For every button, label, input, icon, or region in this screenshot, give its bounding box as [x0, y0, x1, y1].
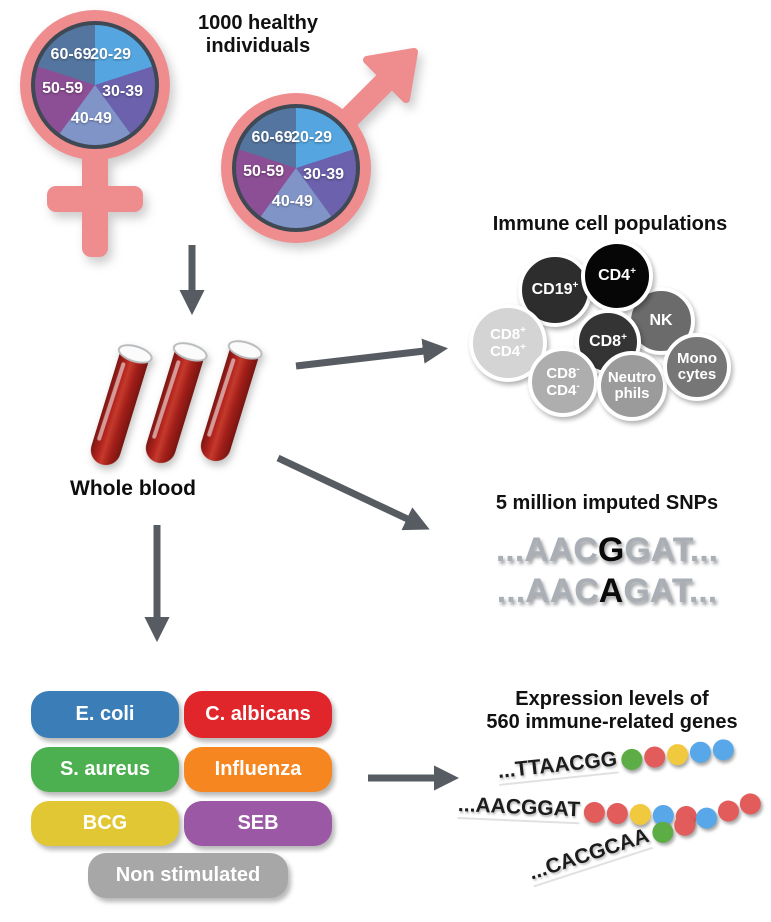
- female-age-pie: 20-29 30-39 40-49 50-59 60-69: [31, 21, 159, 149]
- stimulus-label: E. coli: [75, 703, 135, 725]
- stimulus-label: Influenza: [214, 758, 302, 780]
- pie-label-60-69: 60-69: [251, 129, 293, 146]
- cohort-title-line1: 1000 healthy: [197, 12, 319, 34]
- expression-dot: [693, 804, 720, 831]
- stimulus-label: SEB: [237, 812, 279, 834]
- cell-neutrophils: Neutro phils: [597, 351, 667, 421]
- female-cross-bar: [47, 186, 143, 212]
- pie-label-20-29: 20-29: [291, 129, 333, 146]
- stimulus-saureus: S. aureus: [31, 747, 179, 792]
- stimulus-influenza: Influenza: [184, 747, 332, 792]
- sequence-text: ...CACGCAA: [525, 824, 653, 888]
- stimulus-label: BCG: [82, 812, 128, 834]
- stimulus-nonstimulated: Non stimulated: [88, 853, 288, 898]
- expression-title-line2: 560 immune-related genes: [486, 711, 738, 733]
- expression-dot: [736, 790, 764, 817]
- expression-dot: [619, 747, 644, 771]
- immune-cells-title: Immune cell populations: [492, 213, 728, 235]
- sequence-text: ...AACGGAT: [457, 793, 581, 825]
- blood-label: Whole blood: [70, 477, 196, 500]
- pie-label-50-59: 50-59: [243, 162, 285, 180]
- female-symbol-icon: 20-29 30-39 40-49 50-59 60-69: [18, 10, 178, 257]
- cell-label: CD8- CD4-: [546, 364, 580, 399]
- stimulus-ecoli: E. coli: [31, 691, 179, 738]
- expression-dot: [714, 797, 742, 824]
- male-age-pie: 20-29 30-39 40-49 50-59 60-69: [232, 104, 360, 232]
- cohort-title: 1000 healthy individuals: [158, 12, 358, 58]
- expression-dot: [665, 742, 689, 766]
- pie-label-60-69: 60-69: [50, 46, 92, 63]
- cell-cd8neg-cd4neg: CD8- CD4-: [528, 347, 598, 417]
- expression-dot: [629, 803, 652, 825]
- pie-label-40-49: 40-49: [271, 192, 313, 210]
- pie-label-50-59: 50-59: [42, 79, 84, 97]
- pie-label-20-29: 20-29: [90, 46, 132, 63]
- expression-title-line1: Expression levels of: [515, 688, 709, 710]
- expression-dot: [671, 811, 698, 839]
- expression-title: Expression levels of 560 immune-related …: [462, 688, 762, 734]
- arrow-blood-to-cells: [295, 338, 449, 370]
- cohort-title-line2: individuals: [205, 35, 311, 57]
- snp-sequence-1: ...AACGGAT...: [495, 531, 719, 569]
- stimulus-label: S. aureus: [59, 758, 151, 780]
- arrow-blood-to-snps: [276, 454, 430, 531]
- stimulus-seb: SEB: [184, 801, 332, 846]
- expression-dot: [649, 818, 676, 846]
- cell-monocytes: Mono cytes: [663, 333, 731, 401]
- sequence-text: ...TTAACGG: [496, 747, 619, 786]
- pie-label-30-39: 30-39: [303, 166, 345, 184]
- stimulus-calbicans: C. albicans: [184, 691, 332, 738]
- expression-dot: [642, 745, 666, 769]
- pie-label-40-49: 40-49: [70, 109, 112, 127]
- stimulus-label: C. albicans: [205, 703, 311, 725]
- snp-sequence-2: ...AACAGAT...: [496, 572, 718, 610]
- snp-allele: A: [598, 572, 624, 610]
- expression-dot: [583, 801, 606, 823]
- tube-body: [197, 345, 260, 465]
- cell-label: NK: [649, 312, 673, 330]
- snps-title: 5 million imputed SNPs: [495, 492, 719, 514]
- expression-dot: [606, 802, 629, 824]
- cell-label: Neutro phils: [607, 369, 657, 402]
- cell-label: CD8+ CD4+: [490, 325, 526, 360]
- stimulus-label: Non stimulated: [115, 864, 261, 886]
- cell-label: CD19+: [531, 280, 579, 299]
- cell-label: Mono cytes: [677, 350, 717, 383]
- expression-dot: [711, 737, 735, 761]
- male-symbol-icon: 20-29 30-39 40-49 50-59 60-69: [221, 45, 436, 250]
- cell-label: CD8+: [589, 332, 627, 351]
- cell-cd4: CD4+: [581, 240, 653, 312]
- pie-label-30-39: 30-39: [102, 83, 144, 101]
- snp-allele: G: [597, 531, 625, 569]
- expression-dot: [688, 740, 712, 764]
- cell-label: CD4+: [598, 266, 636, 285]
- stimulus-bcg: BCG: [31, 801, 179, 846]
- male-arrow: [339, 48, 418, 128]
- expression-read-1: ...TTAACGG: [496, 735, 735, 786]
